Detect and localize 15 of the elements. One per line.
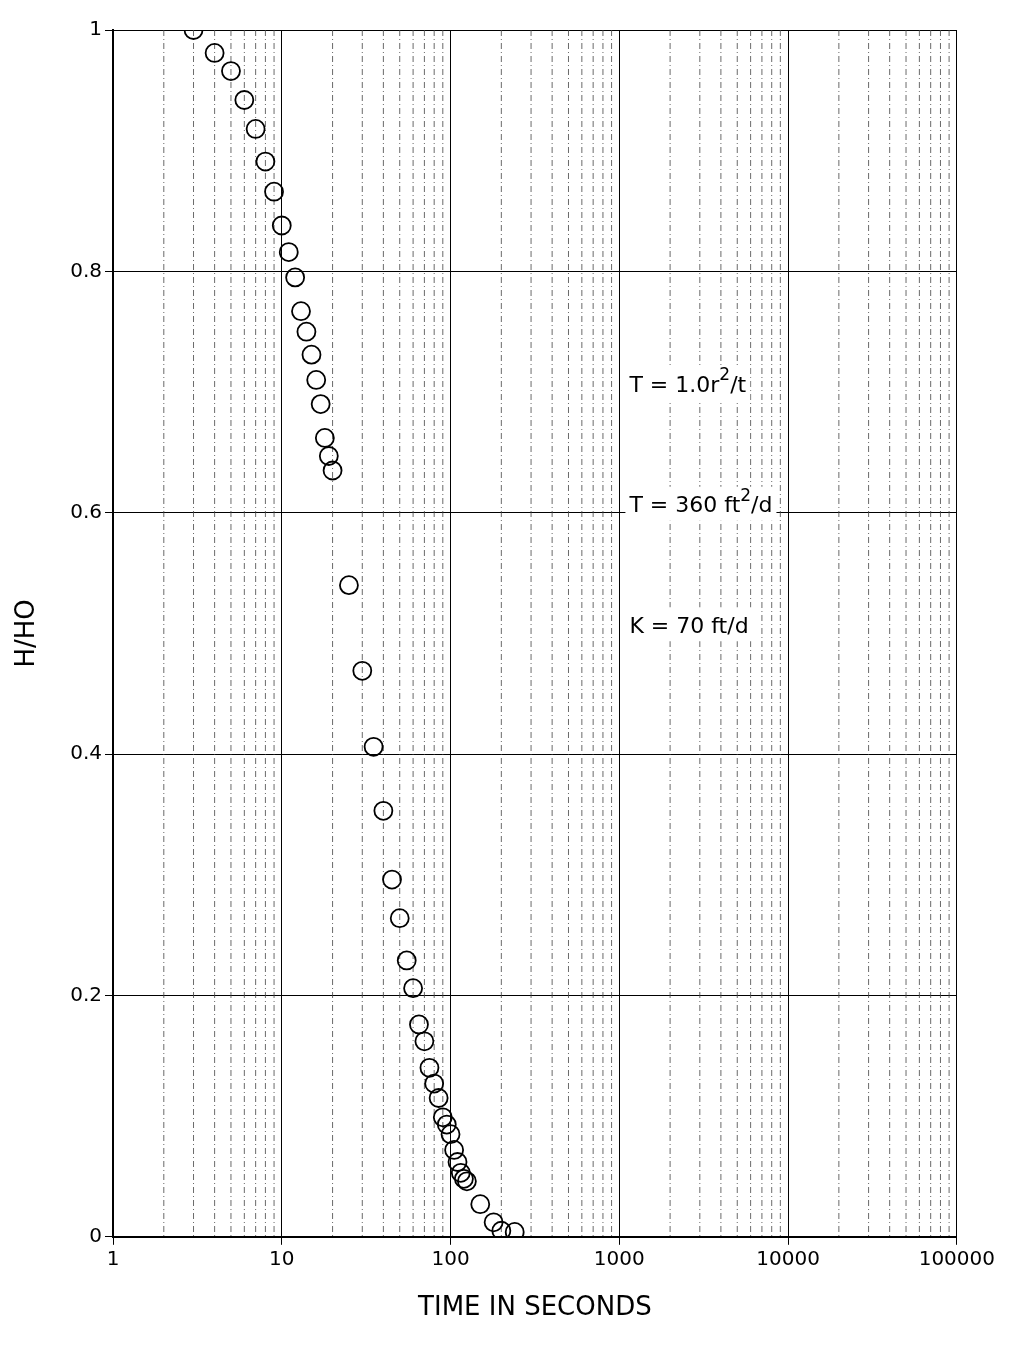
y-tick-label: 0 xyxy=(89,1223,103,1247)
y-axis-title: H/HO xyxy=(10,599,41,668)
x-axis-title: TIME IN SECONDS xyxy=(417,1291,652,1322)
y-tick-label: 0.4 xyxy=(70,740,103,765)
y-tick-label: 0.2 xyxy=(70,981,103,1006)
x-tick-label: 10000 xyxy=(756,1246,820,1270)
y-tick-label: 0.6 xyxy=(70,498,103,523)
x-tick-label: 10 xyxy=(269,1246,295,1270)
x-tick-label: 1000 xyxy=(593,1246,645,1270)
annotation: K = 70 ft/d xyxy=(629,613,749,639)
y-tick-label: 0.8 xyxy=(70,257,103,282)
x-tick-label: 100 xyxy=(431,1246,470,1270)
x-tick-label: 100000 xyxy=(918,1246,996,1270)
y-tick-label: 1 xyxy=(89,16,103,41)
x-tick-label: 1 xyxy=(106,1246,120,1270)
